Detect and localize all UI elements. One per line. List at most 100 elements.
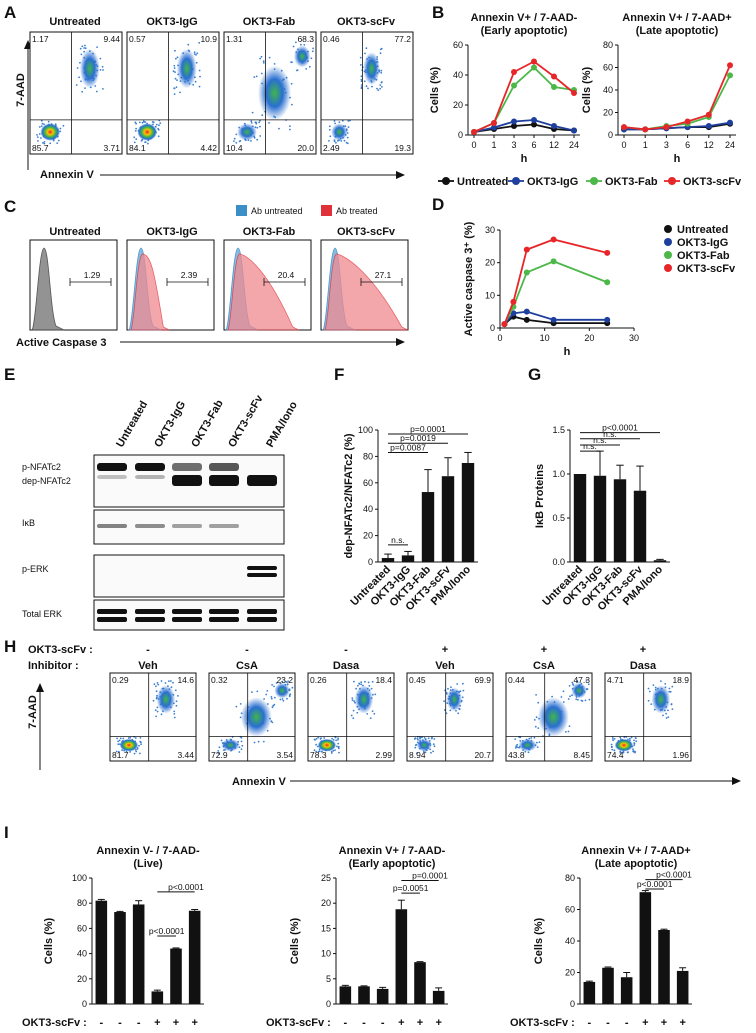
panel-a-plot-2-event-dot bbox=[253, 76, 256, 78]
panel-label-g: G bbox=[528, 365, 541, 384]
i-treat-row-label: OKT3-scFv : bbox=[22, 1017, 87, 1029]
panel-h-plot-5-event-dot bbox=[632, 750, 635, 753]
y-tick-label: 20 bbox=[363, 531, 373, 541]
panel-h-plot-4-event-dot bbox=[514, 738, 517, 740]
panel-h-plot-4-event-dot bbox=[587, 683, 590, 686]
panel-a-plot-0-event-dot bbox=[36, 136, 39, 139]
i-treat-sign: + bbox=[398, 1017, 404, 1029]
panel-label-d: D bbox=[432, 195, 444, 214]
panel-h-plot-2-event-dot bbox=[369, 717, 372, 719]
x-tick-label: 6 bbox=[685, 140, 690, 150]
panel-h-plot-4-event-dot bbox=[527, 751, 530, 754]
panel-a-plot-3-q-ur: 77.2 bbox=[394, 34, 411, 44]
panel-a-plot-2-q-ul: 1.31 bbox=[226, 34, 243, 44]
y-tick-label: 0 bbox=[570, 999, 575, 1009]
bar-2 bbox=[376, 988, 389, 1004]
legend-label-treated: Ab treated bbox=[336, 206, 378, 216]
x-tick-label: 20 bbox=[584, 333, 594, 343]
panel-h-plot-1-event-dot bbox=[285, 681, 287, 683]
panel-h-plot-5-event-dot bbox=[633, 744, 636, 746]
panel-h-plot-1-scatter-icon bbox=[217, 680, 294, 755]
panel-h-plot-3-event-dot bbox=[413, 738, 416, 740]
panel-h-plot-4-q-ur: 47.3 bbox=[573, 675, 590, 685]
panel-h-plot-3-event-dot bbox=[427, 737, 430, 740]
panel-h-plot-4-event-dot bbox=[571, 681, 574, 684]
panel-h-plot-5-q-lr: 1.96 bbox=[672, 750, 689, 760]
panel-h-plot-2-event-dot bbox=[353, 680, 355, 683]
panel-a-plot-1-event-dot bbox=[135, 122, 138, 125]
panel-a-plot-3-event-dot bbox=[334, 122, 336, 125]
panel-h-plot-5-q-ul: 4.71 bbox=[607, 675, 624, 685]
panel-label-e: E bbox=[4, 365, 15, 384]
panel-c-title: OKT3-Fab bbox=[243, 226, 296, 238]
panel-h-plot-1-event-dot bbox=[282, 699, 285, 702]
panel-a-plot-3-event-dot bbox=[328, 140, 330, 142]
blot-band-ikb bbox=[97, 524, 127, 528]
panel-h-plot-1-event-dot bbox=[279, 698, 282, 701]
y-tick-label: 60 bbox=[77, 923, 87, 933]
panel-h-plot-5-event-dot bbox=[611, 748, 614, 751]
legend-label-d: Untreated bbox=[677, 224, 728, 236]
panel-h-plot-1-event-dot bbox=[281, 698, 284, 700]
panel-h-plot-4-event-dot bbox=[580, 699, 583, 702]
panel-h-plot-5-event-dot bbox=[635, 737, 637, 740]
panel-c-gate-value: 20.4 bbox=[278, 270, 295, 280]
panel-a-plot-0-q-ll: 85.7 bbox=[32, 143, 49, 153]
panel-c-gate-value: 27.1 bbox=[375, 270, 392, 280]
panel-a-plot-3-event-dot bbox=[346, 142, 349, 145]
panel-h-plot-4-q-ll: 43.8 bbox=[508, 750, 525, 760]
panel-a-plot-1-event-dot bbox=[173, 64, 176, 67]
panel-a-plot-0-event-dot bbox=[79, 47, 82, 50]
panel-h-plot-0-event-dot bbox=[175, 704, 178, 707]
panel-a-plot-3-event-dot bbox=[333, 120, 336, 122]
panel-h-plot-2-event-dot bbox=[318, 750, 321, 753]
x-axis-label: h bbox=[521, 153, 528, 165]
panel-h-plot-2-event-dot bbox=[313, 738, 316, 741]
panel-h-plot-2-event-dot bbox=[315, 737, 318, 740]
panel-h-plot-1-event-dot bbox=[262, 740, 265, 743]
panel-h-plot-2-event-dot bbox=[360, 683, 363, 686]
panel-h-plot-0-event-dot bbox=[115, 750, 118, 753]
panel-a-ylabel: 7-AAD bbox=[15, 73, 27, 107]
panel-a-plot-2-event-dot bbox=[290, 61, 293, 64]
panel-a-plot-3-event-dot bbox=[364, 52, 366, 55]
panel-a-plot-0-event-dot bbox=[37, 140, 39, 142]
blot-band-p-nfatc2 bbox=[135, 463, 165, 471]
panel-h-plot-1-q-lr: 3.54 bbox=[276, 750, 293, 760]
panel-h-plot-1-event-dot bbox=[272, 704, 275, 707]
blot-band-ikb bbox=[172, 524, 202, 528]
panel-h-plot-0-scatter-icon bbox=[115, 680, 179, 755]
data-point-2 bbox=[531, 64, 537, 71]
panel-h-plot-0-event-dot bbox=[174, 689, 177, 692]
panel-a-plot-2-event-dot bbox=[262, 60, 265, 63]
panel-h-plot-3-event-dot bbox=[457, 712, 460, 715]
panel-h-plot-1-density-blob bbox=[221, 738, 240, 752]
bar-2 bbox=[620, 977, 633, 1004]
panel-a-plot-2-density-blob bbox=[293, 45, 311, 68]
panel-h-plot-4-q-ul: 0.44 bbox=[508, 675, 525, 685]
panel-a-plot-3-q-ul: 0.46 bbox=[323, 34, 340, 44]
panel-a-plot-3-event-dot bbox=[360, 64, 362, 66]
panel-h-treat: - bbox=[344, 644, 348, 656]
panel-e-western-blot: p-NFATc2 dep-NFATc2 IκB p-ERK Total ERK … bbox=[22, 392, 300, 631]
panel-h-plot-0-event-dot bbox=[133, 752, 136, 755]
panel-h-plot-2-event-dot bbox=[330, 752, 333, 754]
significance-label: p=0.0087 bbox=[390, 442, 426, 452]
panel-h-plot-5-event-dot bbox=[613, 749, 616, 752]
panel-h-plot-4-event-dot bbox=[535, 716, 538, 719]
panel-a-plot-2-event-dot bbox=[312, 47, 314, 50]
panel-h-plot-5-event-dot bbox=[660, 680, 662, 682]
panel-h-plot-1-event-dot bbox=[263, 698, 265, 700]
y-tick-label: 60 bbox=[603, 63, 613, 73]
i-treat-sign: + bbox=[679, 1017, 685, 1029]
bar-4 bbox=[658, 929, 670, 1004]
panel-h-plot-0-event-dot bbox=[134, 737, 137, 739]
panel-a-plot-1-event-dot bbox=[141, 121, 144, 124]
significance-label: p<0.0001 bbox=[656, 870, 692, 880]
panel-h-plot-0-event-dot bbox=[153, 683, 156, 685]
panel-a-plot-1-event-dot bbox=[199, 75, 201, 78]
panel-c-xlabel: Active Caspase 3 bbox=[16, 337, 107, 349]
panel-h-plot-0-event-dot bbox=[177, 695, 179, 697]
panel-h-plot-4-event-dot bbox=[551, 695, 553, 698]
panel-a-plot-2-event-dot bbox=[258, 121, 260, 124]
